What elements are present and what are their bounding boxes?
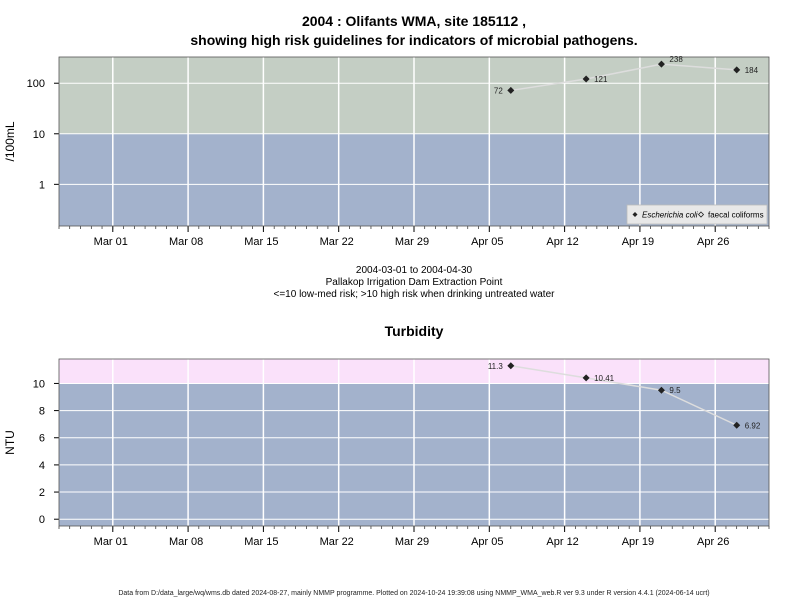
y-tick-label: 8 bbox=[39, 406, 45, 418]
data-label: 72 bbox=[494, 86, 503, 95]
legend-marker-faecal bbox=[697, 211, 705, 218]
data-point bbox=[733, 421, 741, 429]
legend-label-ecoli: Escherichia coli bbox=[642, 211, 698, 220]
y-tick-label: 0 bbox=[39, 514, 45, 526]
risk-note: <=10 low-med risk; >10 high risk when dr… bbox=[274, 289, 556, 300]
y-tick-label: 6 bbox=[39, 433, 45, 445]
y-axis-label: NTU bbox=[3, 430, 17, 455]
data-label: 184 bbox=[745, 66, 759, 75]
x-tick-label: Mar 22 bbox=[320, 536, 354, 548]
legend-marker-ecoli bbox=[632, 212, 638, 217]
microbial-panel: 1 10 100 Mar 01 Mar 08 Mar 15 Mar 22 Mar 29 Apr … bbox=[3, 55, 770, 248]
data-point bbox=[507, 86, 515, 94]
turbidity-panel: 0 2 4 6 8 10 Mar 01 Mar 08 Mar 15 Mar 22 Mar 29 Apr… bbox=[3, 358, 770, 548]
x-tick-label: Mar 29 bbox=[395, 236, 429, 248]
data-label: 6.92 bbox=[745, 421, 761, 430]
data-point bbox=[582, 374, 590, 382]
x-tick-label: Mar 08 bbox=[169, 236, 203, 248]
y-tick-label: 4 bbox=[39, 460, 45, 472]
x-tick-label: Apr 26 bbox=[697, 536, 729, 548]
legend-box bbox=[626, 204, 768, 225]
x-tick-label: Mar 01 bbox=[94, 236, 128, 248]
turbidity-title: Turbidity bbox=[385, 323, 444, 339]
y-tick-label: 2 bbox=[39, 487, 45, 499]
x-tick-label: Mar 22 bbox=[320, 236, 354, 248]
data-label: 10.41 bbox=[594, 374, 615, 383]
x-tick-label: Mar 15 bbox=[244, 236, 278, 248]
plot-frame bbox=[58, 358, 770, 527]
y-tick-label: 10 bbox=[33, 129, 45, 141]
y-tick-label: 100 bbox=[27, 78, 45, 90]
x-tick-label: Mar 15 bbox=[244, 536, 278, 548]
x-tick-label: Mar 29 bbox=[395, 536, 429, 548]
data-label: 11.3 bbox=[488, 362, 504, 371]
data-label: 121 bbox=[594, 75, 608, 84]
date-range: 2004-03-01 to 2004-04-30 bbox=[356, 265, 473, 276]
x-tick-label: Apr 12 bbox=[546, 536, 578, 548]
figure-title-line2: showing high risk guidelines for indicat… bbox=[190, 32, 637, 48]
x-tick-label: Mar 08 bbox=[169, 536, 203, 548]
y-tick-label: 10 bbox=[33, 378, 45, 390]
x-tick-label: Mar 01 bbox=[94, 536, 128, 548]
data-point bbox=[733, 66, 741, 74]
x-tick-label: Apr 12 bbox=[546, 236, 578, 248]
y-axis-label: /100mL bbox=[3, 121, 17, 161]
figure-title-line1: 2004 : Olifants WMA, site 185112 , bbox=[302, 13, 526, 29]
x-tick-label: Apr 19 bbox=[622, 236, 654, 248]
series-line bbox=[510, 63, 737, 92]
data-label: 9.5 bbox=[669, 386, 681, 395]
data-point bbox=[657, 386, 665, 394]
footer-note: Data from D:/data_large/wq/wms.db dated … bbox=[118, 590, 709, 597]
x-tick-label: Apr 05 bbox=[471, 236, 503, 248]
legend-label-faecal: faecal coliforms bbox=[708, 211, 764, 220]
data-point bbox=[582, 75, 590, 83]
x-tick-label: Apr 19 bbox=[622, 536, 654, 548]
y-tick-label: 1 bbox=[39, 179, 45, 191]
x-tick-label: Apr 26 bbox=[697, 236, 729, 248]
series-line bbox=[510, 365, 738, 426]
data-label: 238 bbox=[669, 55, 683, 64]
data-point bbox=[657, 60, 665, 68]
data-point bbox=[507, 362, 515, 370]
x-tick-label: Apr 05 bbox=[471, 536, 503, 548]
plot-frame bbox=[58, 56, 770, 227]
site-name: Pallakop Irrigation Dam Extraction Point bbox=[326, 277, 503, 288]
